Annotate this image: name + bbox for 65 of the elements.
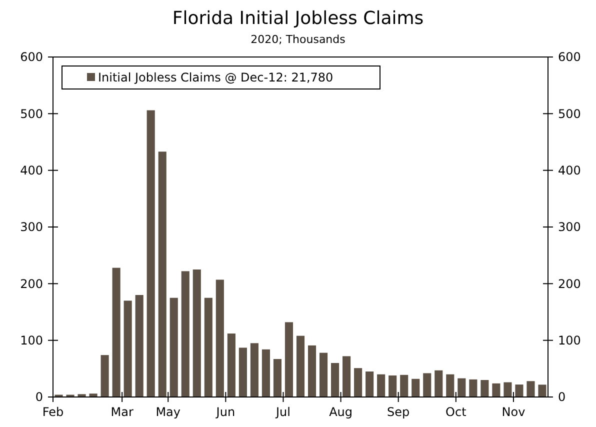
bar — [192, 270, 201, 397]
bar — [434, 370, 443, 397]
bar — [480, 380, 489, 397]
bar — [492, 383, 500, 397]
y-tick-label: 600 — [20, 50, 43, 64]
bar — [400, 374, 408, 397]
y-tick-label: 500 — [20, 106, 43, 121]
y2-tick-label: 400 — [558, 164, 581, 178]
bar — [296, 336, 305, 397]
bar — [250, 343, 258, 397]
y2-tick-label: 300 — [558, 220, 581, 234]
bar — [158, 152, 166, 397]
x-tick-label: Jul — [274, 405, 290, 419]
y2-tick-label: 100 — [558, 334, 581, 348]
bar — [469, 379, 478, 397]
bar — [412, 378, 420, 397]
y-tick-label: 400 — [20, 164, 43, 178]
bar — [112, 268, 120, 397]
bar — [100, 355, 109, 397]
bar — [319, 352, 328, 397]
x-tick-label: Oct — [446, 405, 467, 419]
bar — [284, 322, 294, 397]
bar — [146, 110, 155, 397]
y-tick-label: 300 — [20, 220, 43, 234]
bar — [135, 295, 144, 397]
bar — [458, 378, 466, 397]
chart-title: Florida Initial Jobless Claims — [172, 8, 424, 29]
bar — [181, 271, 190, 397]
bar — [504, 382, 512, 397]
x-tick-label: Aug — [329, 405, 353, 419]
bar — [170, 298, 178, 397]
bar — [227, 334, 236, 397]
bar — [538, 384, 546, 397]
y-tick-label: 200 — [20, 276, 43, 291]
bar — [308, 345, 316, 397]
x-tick-label: Feb — [42, 405, 64, 419]
bar — [446, 374, 454, 397]
bar — [515, 384, 524, 397]
bar — [262, 349, 270, 397]
bar — [342, 356, 351, 397]
x-tick-label: Nov — [502, 405, 526, 419]
bar — [216, 280, 224, 397]
bar — [377, 374, 386, 397]
bar — [204, 298, 212, 397]
y-tick-label: 100 — [20, 334, 43, 348]
y2-tick-label: 200 — [558, 276, 581, 291]
bar — [124, 300, 132, 397]
bar — [354, 368, 362, 397]
bar — [273, 359, 282, 397]
y2-tick-label: 600 — [558, 50, 581, 64]
bar — [388, 375, 397, 397]
bar — [238, 348, 247, 397]
y2-tick-label: 500 — [558, 106, 581, 121]
x-tick-label: May — [156, 405, 181, 419]
x-tick-label: Jun — [215, 405, 236, 419]
bar — [331, 363, 340, 397]
x-tick-label: Sep — [387, 405, 410, 419]
y2-tick-label: 0 — [558, 390, 566, 404]
y-tick-label: 0 — [35, 390, 43, 404]
bar — [366, 372, 374, 397]
legend-label: Initial Jobless Claims @ Dec-12: 21,780 — [98, 70, 334, 84]
bar — [526, 381, 535, 397]
chart-subtitle: 2020; Thousands — [250, 33, 346, 46]
x-tick-label: Mar — [110, 405, 134, 419]
bar — [423, 373, 432, 397]
